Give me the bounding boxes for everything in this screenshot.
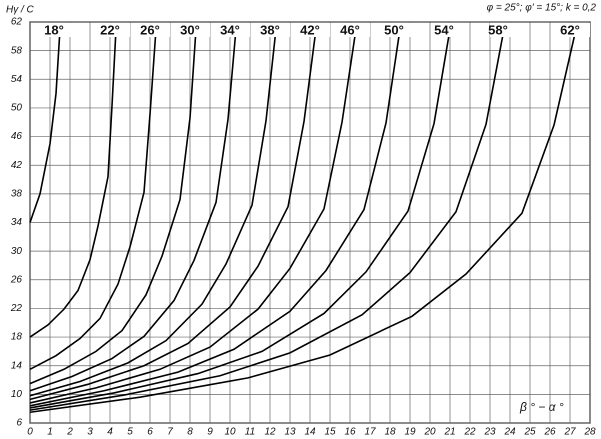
x-tick-label: 4: [107, 427, 113, 438]
label-bg: [342, 23, 370, 37]
y-tick-label: 58: [11, 45, 23, 56]
label-bg: [436, 23, 464, 37]
annotation: φ = 25°; φ' = 15°; k = 0,2: [487, 3, 597, 14]
x-tick-label: 27: [563, 427, 576, 438]
curve: [29, 29, 197, 385]
y-tick-label: 54: [11, 74, 23, 85]
curve-label: 58°: [488, 22, 508, 37]
x-tick-label: 17: [364, 427, 376, 438]
x-tick-label: 2: [66, 427, 73, 438]
x-tick-label: 14: [304, 427, 316, 438]
x-tick-label: 1: [47, 427, 53, 438]
x-tick-label: 6: [147, 427, 153, 438]
y-tick-label: 62: [11, 17, 23, 28]
y-tick-label: 46: [11, 131, 23, 142]
label-bg: [262, 23, 290, 37]
y-tick-label: 22: [10, 303, 23, 314]
curve-label: 38°: [260, 22, 280, 37]
y-tick-label: 50: [11, 103, 23, 114]
label-bg: [386, 23, 414, 37]
curve-label: 42°: [300, 22, 320, 37]
curve: [29, 29, 61, 223]
y-tick-label: 18: [11, 332, 23, 343]
curve: [29, 29, 451, 409]
curve-label: 22°: [100, 22, 120, 37]
x-tick-label: 9: [207, 427, 213, 438]
x-tick-label: 23: [483, 427, 496, 438]
x-tick-label: 25: [523, 427, 536, 438]
x-tick-label: 18: [384, 427, 396, 438]
curve-label: 18°: [44, 22, 64, 37]
curve-label: 34°: [220, 22, 240, 37]
curve: [29, 29, 357, 404]
x-tick-label: 20: [423, 427, 436, 438]
curve: [29, 28, 577, 414]
y-tick-label: 6: [16, 418, 22, 429]
label-bg: [302, 23, 330, 37]
label-bg: [182, 23, 210, 37]
x-tick-label: 5: [127, 427, 133, 438]
x-tick-label: 13: [284, 427, 296, 438]
x-tick-label: 3: [87, 427, 93, 438]
label-bg: [142, 23, 170, 37]
y-axis-label: Hγ / C: [6, 5, 35, 16]
label-bg: [46, 23, 74, 37]
curve: [29, 29, 157, 371]
x-tick-label: 28: [583, 427, 596, 438]
y-tick-label: 10: [11, 389, 23, 400]
label-bg: [102, 23, 130, 37]
curve: [29, 29, 237, 392]
x-tick-label: 21: [443, 427, 455, 438]
x-tick-label: 22: [463, 427, 476, 438]
x-tick-label: 24: [503, 427, 516, 438]
curve: [29, 29, 505, 411]
curve-label: 50°: [384, 22, 404, 37]
x-tick-label: 7: [167, 427, 173, 438]
x-tick-label: 11: [245, 427, 255, 438]
curve-label: 46°: [340, 22, 360, 37]
y-tick-label: 34: [11, 217, 23, 228]
curve-label: 26°: [140, 22, 160, 37]
y-tick-label: 30: [11, 246, 23, 257]
x-tick-label: 12: [264, 427, 276, 438]
x-tick-label: 8: [187, 427, 193, 438]
curve-label: 54°: [434, 22, 454, 37]
x-tick-label: 19: [404, 427, 416, 438]
x-tick-label: 26: [543, 427, 556, 438]
x-tick-label: 15: [324, 427, 336, 438]
x-tick-label: 0: [27, 427, 33, 438]
curve: [29, 29, 317, 401]
x-axis-label: β ° − α °: [519, 400, 564, 414]
y-tick-label: 26: [10, 274, 23, 285]
label-bg: [222, 23, 250, 37]
y-tick-label: 38: [11, 188, 23, 199]
curve: [29, 29, 117, 338]
y-tick-label: 14: [11, 360, 23, 371]
label-bg: [490, 23, 518, 37]
x-tick-label: 16: [344, 427, 356, 438]
curve-label: 62°: [560, 22, 580, 37]
y-tick-label: 42: [11, 160, 23, 171]
curve: [29, 29, 401, 407]
x-tick-label: 10: [224, 427, 236, 438]
label-bg: [562, 23, 590, 37]
curve-label: 30°: [180, 22, 200, 37]
curve: [29, 29, 277, 397]
